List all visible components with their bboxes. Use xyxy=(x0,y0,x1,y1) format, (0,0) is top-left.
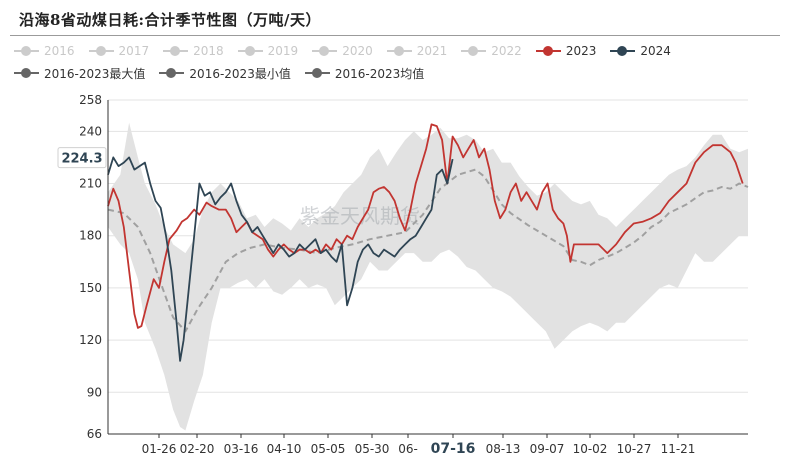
y-highlight-label: 224.3 xyxy=(61,152,102,167)
legend-item[interactable]: 2023 xyxy=(535,40,597,62)
legend-label: 2016 xyxy=(44,44,75,58)
legend-item[interactable]: 2019 xyxy=(237,40,299,62)
legend-symbol xyxy=(14,66,39,80)
series-lines xyxy=(107,123,749,362)
x-tick-label: 06- xyxy=(398,442,418,456)
x-tick-label: 09-07 xyxy=(530,442,565,456)
title-divider xyxy=(10,35,780,36)
x-tick-label: 02-20 xyxy=(180,442,215,456)
legend-item[interactable]: 2021 xyxy=(386,40,448,62)
legend-item[interactable]: 2018 xyxy=(163,40,224,62)
y-tick-label: 180 xyxy=(79,229,102,243)
y-highlight-box xyxy=(57,147,107,169)
legend-label: 2021 xyxy=(416,44,448,58)
legend-label: 2016-2023最小值 xyxy=(189,66,291,81)
legend-label: 2016-2023最大值 xyxy=(44,66,146,81)
x-tick-label: 05-30 xyxy=(355,442,390,456)
series-line-2016-2023均值 xyxy=(107,168,749,333)
legend-item[interactable]: 2024 xyxy=(610,40,671,62)
min-max-band xyxy=(108,122,748,431)
legend-item[interactable]: 2020 xyxy=(312,40,373,62)
x-tick-label: 07-16 xyxy=(431,441,476,457)
legend-label: 2022 xyxy=(491,44,522,58)
y-tick-label: 150 xyxy=(79,281,102,295)
legend-symbol xyxy=(304,66,330,80)
chart-title: 沿海8省动煤日耗:合计季节性图（万吨/天） xyxy=(19,11,321,29)
legend-label: 2024 xyxy=(640,44,671,58)
x-tick-label: 08-13 xyxy=(486,442,521,456)
legend-symbol xyxy=(14,44,39,58)
series-line-2024 xyxy=(107,156,454,362)
axis-highlight: 224.3 xyxy=(57,147,107,169)
y-axis: 258 240 210 180 150 120 90 66 xyxy=(79,93,109,441)
legend-symbol xyxy=(610,44,636,58)
legend-item[interactable]: 2016-2023均值 xyxy=(304,62,425,84)
legend-label: 2016-2023均值 xyxy=(334,66,425,81)
legend-item[interactable]: 2017 xyxy=(88,40,150,62)
x-tick-label: 04-10 xyxy=(267,442,302,456)
legend-symbol xyxy=(461,44,487,58)
y-tick-label: 90 xyxy=(87,385,102,399)
y-tick-label: 66 xyxy=(87,427,102,441)
legend-symbol xyxy=(237,44,263,58)
legend-symbol xyxy=(159,66,185,80)
x-tick-label: 05-05 xyxy=(311,442,346,456)
legend-symbol xyxy=(386,44,412,58)
legend-symbol xyxy=(312,44,338,58)
legend-label: 2017 xyxy=(118,44,150,58)
series-line-2023 xyxy=(107,123,744,329)
legend-label: 2018 xyxy=(193,44,224,58)
legend-label: 2020 xyxy=(342,44,373,58)
x-tick-label: 01-26 xyxy=(142,442,177,456)
x-tick-label: 10-27 xyxy=(617,442,652,456)
y-tick-label: 258 xyxy=(79,93,102,107)
legend-item[interactable]: 2016 xyxy=(14,40,75,62)
legend-item[interactable]: 2016-2023最小值 xyxy=(159,62,291,84)
legend-symbol xyxy=(88,44,114,58)
legend-label: 2023 xyxy=(565,44,597,58)
legend-symbol xyxy=(163,44,189,58)
x-tick-label: 10-02 xyxy=(573,442,608,456)
legend-item[interactable]: 2016-2023最大值 xyxy=(14,62,145,84)
legend-item[interactable]: 2022 xyxy=(461,40,522,62)
x-tick-label: 11-21 xyxy=(661,442,696,456)
max-min-area xyxy=(108,122,748,431)
y-tick-label: 210 xyxy=(79,177,102,191)
chart-legend: 2016 2017 2018 2019 2020 2021 2022 2023 2024 2016… xyxy=(14,40,784,84)
x-axis: 01-26 02-20 03-16 04-10 05-05 05-30 06- 07-16 08… xyxy=(108,433,748,457)
y-tick-label: 240 xyxy=(79,124,102,138)
y-tick-label: 120 xyxy=(79,333,102,347)
legend-symbol xyxy=(535,44,561,58)
x-tick-label: 03-16 xyxy=(224,442,259,456)
legend-label: 2019 xyxy=(267,44,299,58)
